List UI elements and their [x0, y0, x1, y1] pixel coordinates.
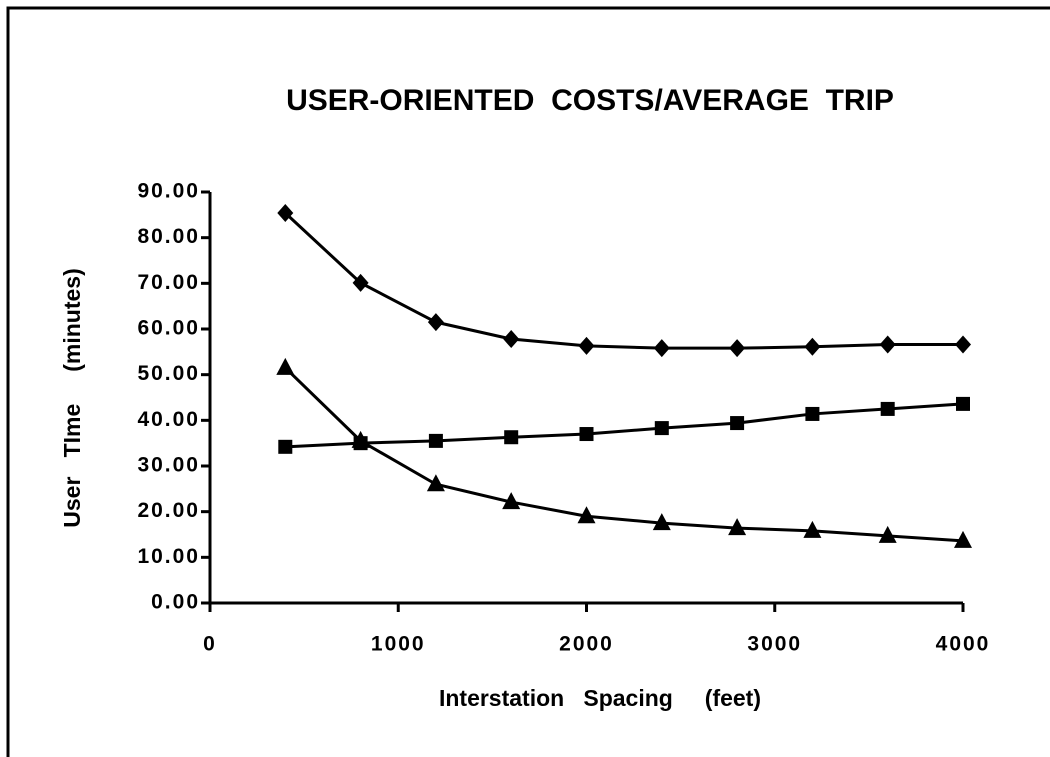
marker	[805, 406, 820, 421]
series-line	[284, 366, 964, 543]
marker	[954, 530, 972, 548]
marker	[880, 401, 895, 416]
frame	[6, 6, 1050, 757]
y-tick-label: 50.00	[137, 362, 200, 385]
chart-title: USER-ORIENTED COSTS/AVERAGE TRIP	[286, 84, 894, 117]
x-tick-label: 0	[203, 633, 217, 656]
series-line	[285, 402, 964, 449]
marker	[278, 439, 293, 454]
series-line	[284, 211, 963, 350]
marker	[426, 474, 445, 492]
y-tick-label: 0.00	[151, 591, 200, 614]
y-tick-label: 40.00	[137, 408, 200, 431]
y-tick-label: 20.00	[137, 499, 200, 522]
x-tick-label: 2000	[559, 633, 614, 656]
marker	[653, 339, 670, 358]
marker	[502, 492, 521, 510]
marker	[878, 525, 897, 543]
marker	[879, 335, 896, 354]
marker	[352, 273, 369, 292]
x-axis-label: Interstation Spacing (feet)	[439, 685, 761, 711]
marker	[730, 416, 745, 431]
marker	[654, 421, 669, 436]
marker	[956, 396, 970, 411]
y-tick-label: 80.00	[137, 225, 200, 248]
y-axis-label: User TIme (minutes)	[59, 268, 85, 527]
marker	[504, 430, 519, 445]
marker	[428, 433, 443, 448]
marker	[579, 427, 594, 442]
marker	[427, 313, 444, 332]
marker	[804, 337, 821, 356]
marker	[577, 506, 596, 524]
marker	[277, 204, 294, 223]
marker	[955, 335, 971, 354]
marker	[503, 330, 520, 349]
x-tick-label: 1000	[371, 633, 426, 656]
marker	[578, 336, 595, 355]
marker	[652, 513, 671, 531]
x-tick-label: 4000	[936, 633, 991, 656]
y-tick-label: 30.00	[137, 454, 200, 477]
y-tick-label: 90.00	[137, 180, 200, 203]
x-tick-label: 3000	[747, 633, 802, 656]
marker	[728, 518, 747, 536]
marker	[729, 339, 746, 358]
y-tick-label: 70.00	[137, 271, 200, 294]
y-tick-label: 60.00	[137, 317, 200, 340]
marker	[803, 520, 822, 538]
y-tick-label: 10.00	[137, 545, 200, 568]
marker	[276, 357, 295, 375]
marker	[351, 430, 370, 448]
